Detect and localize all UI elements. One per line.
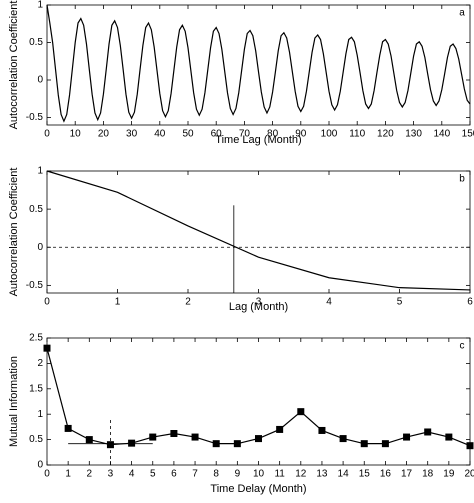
- data-marker: [445, 433, 453, 441]
- x-tick-label: 60: [211, 129, 223, 140]
- data-marker: [318, 426, 326, 434]
- panel-label: b: [459, 174, 465, 185]
- x-tick-label: 0: [44, 129, 50, 140]
- x-tick-label: 3: [256, 297, 262, 308]
- y-axis-label: Autocorrelation Coefficient: [8, 168, 20, 297]
- data-marker: [85, 436, 93, 444]
- x-tick-label: 10: [70, 129, 82, 140]
- x-tick-label: 120: [377, 129, 394, 140]
- data-line: [46, 348, 471, 447]
- x-tick-label: 13: [316, 469, 328, 480]
- data-marker: [212, 440, 220, 448]
- x-tick-label: 0: [44, 297, 50, 308]
- x-tick-label: 7: [192, 469, 198, 480]
- x-tick-label: 19: [443, 469, 455, 480]
- y-tick-label: 1.5: [29, 383, 43, 394]
- data-marker: [424, 428, 432, 436]
- x-tick-label: 9: [235, 469, 241, 480]
- panel-label: c: [460, 341, 465, 352]
- x-tick-label: 12: [295, 469, 307, 480]
- x-tick-label: 6: [171, 469, 177, 480]
- x-tick-label: 3: [108, 469, 114, 480]
- x-tick-label: 40: [154, 129, 166, 140]
- x-tick-label: 0: [44, 469, 50, 480]
- y-tick-label: 1: [37, 409, 43, 420]
- y-tick-label: 1: [37, 166, 43, 177]
- y-tick-label: 0.5: [29, 434, 43, 445]
- data-marker: [403, 433, 411, 441]
- x-tick-label: 50: [182, 129, 194, 140]
- data-line: [46, 4, 471, 123]
- data-marker: [170, 430, 178, 438]
- y-tick-label: 0: [37, 75, 43, 86]
- x-axis-label: Time Delay (Month): [210, 483, 306, 495]
- x-tick-label: 15: [359, 469, 371, 480]
- data-marker: [360, 440, 368, 448]
- data-marker: [276, 425, 284, 433]
- x-tick-label: 140: [433, 129, 450, 140]
- plot-frame: [46, 4, 471, 126]
- x-tick-label: 100: [321, 129, 338, 140]
- y-tick-label: 1: [37, 0, 43, 11]
- x-tick-label: 11: [274, 469, 285, 480]
- data-marker: [381, 440, 389, 448]
- data-marker: [149, 433, 157, 441]
- x-axis-label: Time Lag (Month): [215, 134, 301, 146]
- data-marker: [43, 344, 51, 352]
- x-tick-label: 20: [98, 129, 110, 140]
- x-tick-label: 110: [349, 129, 365, 140]
- x-tick-label: 80: [267, 129, 279, 140]
- data-marker: [339, 435, 347, 443]
- data-marker: [233, 440, 241, 448]
- y-tick-label: 0: [37, 242, 43, 253]
- x-tick-label: 10: [253, 469, 265, 480]
- x-tick-label: 90: [295, 129, 307, 140]
- data-marker: [466, 442, 474, 450]
- x-tick-label: 4: [326, 297, 332, 308]
- x-tick-label: 6: [467, 297, 473, 308]
- x-tick-label: 2: [87, 469, 93, 480]
- data-marker: [64, 424, 72, 432]
- x-tick-label: 5: [150, 469, 156, 480]
- x-tick-label: 8: [213, 469, 219, 480]
- y-tick-label: -0.5: [26, 280, 44, 291]
- x-tick-label: 130: [405, 129, 422, 140]
- x-tick-label: 18: [422, 469, 434, 480]
- y-tick-label: 0: [37, 460, 43, 471]
- data-marker: [255, 435, 262, 443]
- data-marker: [297, 408, 305, 416]
- y-tick-label: 0.5: [29, 37, 43, 48]
- y-tick-label: 2: [37, 358, 43, 369]
- plot-frame: [46, 170, 471, 294]
- y-axis-label: Autocorrelation Coefficient: [8, 1, 20, 130]
- x-tick-label: 150: [462, 129, 474, 140]
- x-tick-label: 2: [185, 297, 191, 308]
- x-tick-label: 1: [115, 297, 121, 308]
- x-tick-label: 14: [338, 469, 350, 480]
- x-tick-label: 17: [401, 469, 413, 480]
- x-tick-label: 16: [380, 469, 392, 480]
- x-axis-label: Lag (Month): [229, 301, 288, 313]
- y-axis-label: Mutual Information: [8, 356, 20, 447]
- data-marker: [106, 441, 114, 449]
- y-tick-label: 0.5: [29, 204, 43, 215]
- panel-label: a: [459, 8, 465, 19]
- x-tick-label: 4: [129, 469, 135, 480]
- x-tick-label: 70: [239, 129, 251, 140]
- y-tick-label: 2.5: [29, 333, 43, 344]
- data-marker: [191, 433, 199, 441]
- x-tick-label: 20: [464, 469, 474, 480]
- data-line: [46, 170, 471, 291]
- x-tick-label: 5: [397, 297, 403, 308]
- x-tick-label: 30: [126, 129, 138, 140]
- y-tick-label: -0.5: [26, 112, 44, 123]
- x-tick-label: 1: [65, 469, 71, 480]
- data-marker: [128, 439, 136, 447]
